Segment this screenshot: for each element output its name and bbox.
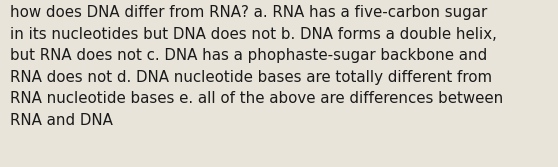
Text: how does DNA differ from RNA? a. RNA has a five-carbon sugar
in its nucleotides : how does DNA differ from RNA? a. RNA has… <box>10 5 503 128</box>
